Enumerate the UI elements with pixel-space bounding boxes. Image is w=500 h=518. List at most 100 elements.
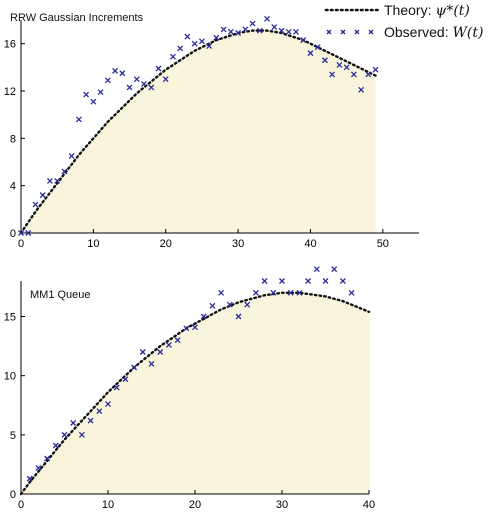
panel-mm1: 0 10 20 30 40 0 5 10 15	[4, 266, 375, 511]
observed-point	[235, 30, 242, 36]
panel-rrw: 0 10 20 30 40 50 0 4 8 12 16	[4, 15, 419, 250]
observed-point	[90, 98, 97, 105]
observed-point	[68, 153, 75, 160]
observed-point	[148, 84, 155, 91]
observed-point	[52, 442, 59, 449]
observed-point	[131, 364, 138, 371]
observed-point	[139, 349, 146, 355]
observed-point	[206, 43, 213, 49]
observed-point	[70, 420, 77, 426]
observed-point	[157, 349, 164, 355]
observed-point	[322, 278, 329, 284]
observed-point	[148, 360, 155, 367]
observed-point	[365, 71, 372, 78]
observed-point	[249, 20, 256, 27]
observed-point	[78, 431, 85, 438]
observed-point	[162, 76, 169, 83]
observed-point	[256, 27, 263, 34]
observed-point	[252, 289, 259, 296]
observed-point	[170, 53, 176, 60]
observed-point	[220, 26, 227, 33]
observed-point	[54, 177, 61, 184]
observed-point	[278, 27, 285, 34]
observed-point	[279, 278, 285, 284]
observed-point	[25, 230, 32, 236]
observed-point	[307, 50, 314, 57]
theory-area-fill	[21, 30, 376, 233]
observed-point	[96, 408, 103, 415]
y-tick-label: 5	[10, 430, 16, 442]
observed-point	[141, 80, 147, 87]
y-tick-label: 12	[4, 86, 16, 98]
legend-item-theory: Theory: ψ*(t)	[322, 1, 500, 21]
observed-point	[97, 89, 104, 96]
observed-point	[329, 71, 336, 78]
x-tick-label: 10	[87, 238, 99, 250]
observed-point	[244, 301, 251, 308]
observed-point	[83, 91, 90, 98]
x-tick-label: 10	[102, 499, 114, 511]
observed-point	[75, 116, 82, 123]
y-tick-label: 16	[4, 39, 16, 51]
observed-point	[296, 289, 303, 296]
legend-theory-label: Theory:	[384, 2, 432, 18]
observed-point	[191, 40, 198, 47]
observed-point	[174, 337, 181, 344]
observed-point	[343, 64, 350, 71]
observed-point	[226, 301, 233, 308]
observed-point	[192, 324, 198, 331]
observed-point	[293, 28, 299, 35]
observed-point	[348, 289, 355, 296]
x-tick-label: 20	[160, 238, 172, 250]
legend-item-observed: Observed: W(t)	[322, 23, 500, 43]
observed-point	[184, 33, 191, 40]
legend-x-markers-icon	[326, 29, 374, 35]
observed-point	[209, 302, 216, 309]
y-tick-label: 8	[10, 133, 16, 145]
y-tick-label: 4	[10, 181, 16, 193]
observed-point	[358, 86, 365, 93]
observed-point	[32, 201, 39, 208]
observed-point	[104, 77, 111, 84]
observed-point	[261, 278, 268, 284]
observed-point	[113, 384, 120, 391]
legend-observed-math: W(t)	[452, 25, 484, 41]
observed-point	[339, 278, 346, 284]
x-tick-label: 30	[232, 238, 244, 250]
observed-point	[112, 67, 119, 74]
observed-point	[61, 431, 68, 438]
observed-point	[313, 266, 320, 273]
observed-point	[165, 341, 172, 348]
observed-point	[39, 192, 46, 199]
observed-point	[372, 66, 379, 73]
chart-title-rrw: RRW Gaussian Increments	[10, 12, 144, 24]
observed-point	[26, 475, 33, 482]
observed-point	[18, 230, 24, 236]
observed-point	[300, 37, 307, 44]
observed-point	[314, 44, 321, 51]
observed-point	[87, 417, 94, 424]
observed-point	[122, 376, 129, 383]
observed-point	[305, 278, 312, 284]
observed-point	[218, 289, 225, 296]
x-tick-label: 0	[18, 238, 24, 250]
y-tick-label: 10	[4, 371, 16, 383]
observed-point	[242, 26, 249, 33]
observed-point	[200, 313, 207, 320]
observed-point	[61, 168, 68, 175]
x-tick-label: 30	[276, 499, 288, 511]
observed-point	[321, 57, 328, 64]
legend-theory-math: ψ*(t)	[435, 3, 470, 19]
observed-point	[336, 62, 343, 68]
observed-point	[133, 76, 140, 83]
x-tick-label: 40	[363, 499, 375, 511]
observed-point	[155, 65, 162, 72]
y-tick-label: 0	[10, 228, 16, 240]
observed-point	[235, 313, 242, 320]
x-tick-label: 40	[304, 238, 316, 250]
x-tick-label: 20	[189, 499, 201, 511]
observed-point	[270, 289, 277, 296]
observed-point	[271, 24, 278, 31]
x-tick-label: 50	[377, 238, 389, 250]
observed-point	[35, 465, 42, 471]
